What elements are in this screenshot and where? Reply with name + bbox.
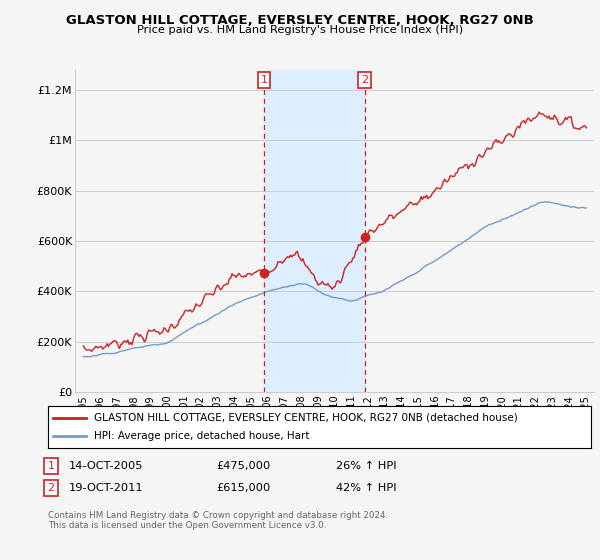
Text: 19-OCT-2011: 19-OCT-2011 bbox=[69, 483, 143, 493]
Text: Price paid vs. HM Land Registry's House Price Index (HPI): Price paid vs. HM Land Registry's House … bbox=[137, 25, 463, 35]
Text: Contains HM Land Registry data © Crown copyright and database right 2024.
This d: Contains HM Land Registry data © Crown c… bbox=[48, 511, 388, 530]
Text: GLASTON HILL COTTAGE, EVERSLEY CENTRE, HOOK, RG27 0NB: GLASTON HILL COTTAGE, EVERSLEY CENTRE, H… bbox=[66, 14, 534, 27]
Text: £615,000: £615,000 bbox=[216, 483, 270, 493]
Text: 14-OCT-2005: 14-OCT-2005 bbox=[69, 461, 143, 471]
Bar bbox=[264, 70, 365, 392]
Text: 42% ↑ HPI: 42% ↑ HPI bbox=[336, 483, 397, 493]
Text: 1: 1 bbox=[260, 75, 268, 85]
Text: 2: 2 bbox=[361, 75, 368, 85]
Text: 1: 1 bbox=[47, 461, 55, 471]
Text: £475,000: £475,000 bbox=[216, 461, 270, 471]
Text: 26% ↑ HPI: 26% ↑ HPI bbox=[336, 461, 397, 471]
Text: 2: 2 bbox=[47, 483, 55, 493]
Text: HPI: Average price, detached house, Hart: HPI: Average price, detached house, Hart bbox=[94, 431, 310, 441]
Text: GLASTON HILL COTTAGE, EVERSLEY CENTRE, HOOK, RG27 0NB (detached house): GLASTON HILL COTTAGE, EVERSLEY CENTRE, H… bbox=[94, 413, 518, 423]
